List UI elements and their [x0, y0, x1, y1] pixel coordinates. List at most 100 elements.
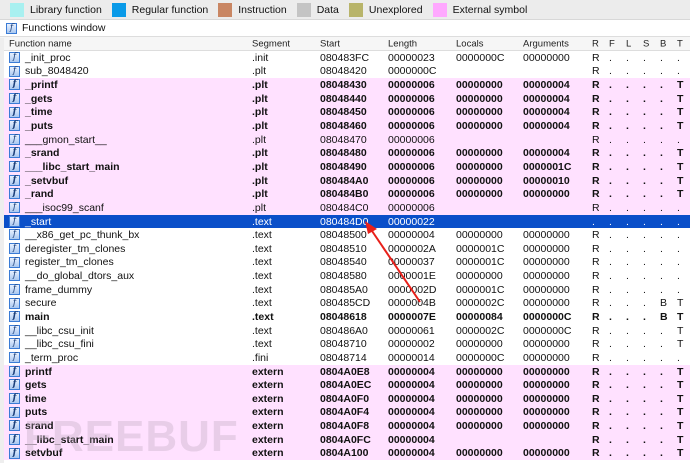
- cell-flag: T: [677, 406, 684, 419]
- table-row[interactable]: f frame_dummy .text 080485A0 0000002D 0000001…: [0, 283, 690, 297]
- cell-seg: .text: [252, 229, 272, 242]
- cell-args: 00000000: [523, 420, 570, 433]
- cell-flag: .: [643, 338, 646, 351]
- cell-args: 00000000: [523, 447, 570, 460]
- table-row[interactable]: f _gets .plt 08048440 00000006 00000000 000000…: [0, 91, 690, 106]
- cell-flag: .: [660, 256, 663, 269]
- cell-flag: .: [609, 324, 612, 337]
- table-row[interactable]: f _printf .plt 08048430 00000006 00000000 0000…: [0, 78, 690, 92]
- cell-flag: .: [643, 188, 646, 201]
- table-row[interactable]: f __libc_start_main extern 0804A0FC 00000004…: [0, 432, 690, 447]
- column-header[interactable]: Function name: [9, 38, 72, 49]
- cell-flag: T: [677, 92, 684, 105]
- table-row[interactable]: f _init_proc .init 080483FC 00000023 0000000C…: [0, 51, 690, 65]
- cell-len: 00000006: [388, 120, 435, 133]
- cell-flag: R: [592, 147, 600, 160]
- cell-flag: .: [660, 133, 663, 146]
- function-icon: f: [9, 106, 20, 118]
- cell-name: __do_global_dtors_aux: [25, 270, 135, 283]
- table-row[interactable]: f _srand .plt 08048480 00000006 00000000 00000…: [0, 146, 690, 161]
- cell-args: 00000004: [523, 120, 570, 133]
- table-row[interactable]: f time extern 0804A0F0 00000004 00000000 00000…: [0, 392, 690, 406]
- cell-flag: R: [592, 106, 600, 119]
- table-row[interactable]: f gets extern 0804A0EC 00000004 00000000 00000…: [0, 378, 690, 393]
- cell-flag: .: [660, 392, 663, 405]
- column-header[interactable]: S: [643, 38, 650, 49]
- cell-name: __libc_csu_init: [25, 324, 94, 337]
- function-icon: f: [9, 433, 20, 445]
- cell-flag: .: [609, 65, 612, 78]
- column-header[interactable]: Arguments: [523, 38, 569, 49]
- table-row[interactable]: f ___libc_start_main .plt 08048490 00000006 0…: [0, 160, 690, 174]
- table-row[interactable]: f __libc_csu_fini .text 08048710 00000002 000…: [0, 337, 690, 351]
- function-icon: f: [9, 283, 20, 295]
- table-row[interactable]: f deregister_tm_clones .text 08048510 000000…: [0, 242, 690, 256]
- table-row[interactable]: f ___gmon_start__ .plt 08048470 00000006 R...…: [0, 132, 690, 147]
- column-header[interactable]: F: [609, 38, 615, 49]
- table-row[interactable]: f _term_proc .fini 08048714 00000014 0000000C…: [0, 351, 690, 365]
- column-header[interactable]: T: [677, 38, 683, 49]
- table-row[interactable]: f __libc_csu_init .text 080486A0 00000061 000…: [0, 324, 690, 338]
- table-row[interactable]: f _rand .plt 080484B0 00000006 00000000 000000…: [0, 187, 690, 202]
- cell-flag: T: [677, 160, 684, 173]
- table-row[interactable]: f sub_8048420 .plt 08048420 0000000C R.....: [0, 65, 690, 79]
- table-row[interactable]: f puts extern 0804A0F4 00000004 00000000 00000…: [0, 405, 690, 420]
- cell-flag: .: [660, 106, 663, 119]
- cell-args: 00000000: [523, 392, 570, 405]
- table-row[interactable]: f printf extern 0804A0E8 00000004 00000000 000…: [0, 364, 690, 379]
- function-icon: f: [9, 120, 20, 132]
- column-header[interactable]: Segment: [252, 38, 291, 49]
- cell-flag: R: [592, 256, 600, 269]
- column-header[interactable]: R: [592, 38, 599, 49]
- table-row[interactable]: f setvbuf extern 0804A100 00000004 00000000 00…: [0, 446, 690, 461]
- table-row[interactable]: f _start .text 080484D0 00000022......: [0, 214, 690, 229]
- cell-args: 00000000: [523, 379, 570, 392]
- cell-loc: 00000000: [456, 338, 503, 351]
- table-row[interactable]: f srand extern 0804A0F8 00000004 00000000 0000…: [0, 419, 690, 433]
- cell-loc: 0000001C: [456, 256, 505, 269]
- cell-loc: 00000000: [456, 270, 503, 283]
- cell-name: main: [25, 310, 50, 323]
- cell-flag: .: [643, 147, 646, 160]
- cell-seg: .text: [252, 310, 274, 323]
- table-row[interactable]: f ___isoc99_scanf .plt 080484C0 00000006 R...…: [0, 201, 690, 215]
- column-header[interactable]: Locals: [456, 38, 484, 49]
- function-icon: f: [9, 406, 20, 418]
- table-row[interactable]: f __do_global_dtors_aux .text 08048580 00000…: [0, 269, 690, 283]
- cell-start: 080484D0: [320, 215, 369, 228]
- column-header[interactable]: B: [660, 38, 667, 49]
- table-row[interactable]: f _setvbuf .plt 080484A0 00000006 00000000 000…: [0, 173, 690, 188]
- cell-flag: R: [592, 420, 600, 433]
- table-row[interactable]: f register_tm_clones .text 08048540 00000037…: [0, 256, 690, 270]
- cell-len: 00000006: [388, 92, 435, 105]
- table-row[interactable]: f __x86_get_pc_thunk_bx .text 08048500 00000…: [0, 228, 690, 242]
- cell-len: 00000006: [388, 201, 435, 214]
- function-icon: f: [9, 447, 20, 459]
- cell-start: 0804A0F0: [320, 392, 370, 405]
- cell-flag: .: [609, 447, 612, 460]
- cell-flag: .: [677, 256, 680, 269]
- table-row[interactable]: f _time .plt 08048450 00000006 00000000 000000…: [0, 105, 690, 120]
- legend-swatch: [432, 2, 447, 17]
- column-header[interactable]: Start: [320, 38, 341, 49]
- legend-label: Data: [316, 3, 339, 16]
- cell-flag: .: [660, 120, 663, 133]
- function-icon: f: [9, 215, 20, 227]
- cell-flag: R: [592, 65, 600, 78]
- cell-flag: .: [609, 433, 612, 446]
- column-header[interactable]: L: [626, 38, 632, 49]
- cell-flag: .: [660, 270, 663, 283]
- cell-flag: .: [643, 133, 646, 146]
- cell-name: _puts: [25, 120, 54, 133]
- cell-start: 08048500: [320, 229, 367, 242]
- cell-flag: .: [660, 79, 663, 92]
- cell-seg: .plt: [252, 120, 268, 133]
- legend-item: External symbol: [432, 2, 527, 17]
- cell-flag: .: [660, 160, 663, 173]
- cell-flag: .: [677, 229, 680, 242]
- table-row[interactable]: f _puts .plt 08048460 00000006 00000000 000000…: [0, 119, 690, 133]
- column-header[interactable]: Length: [388, 38, 418, 49]
- table-row[interactable]: f secure .text 080485CD 0000004B 0000002C 0000…: [0, 297, 690, 311]
- functions-window-title[interactable]: f Functions window: [0, 20, 690, 37]
- table-row[interactable]: f main .text 08048618 0000007E 00000084 000000…: [0, 310, 690, 324]
